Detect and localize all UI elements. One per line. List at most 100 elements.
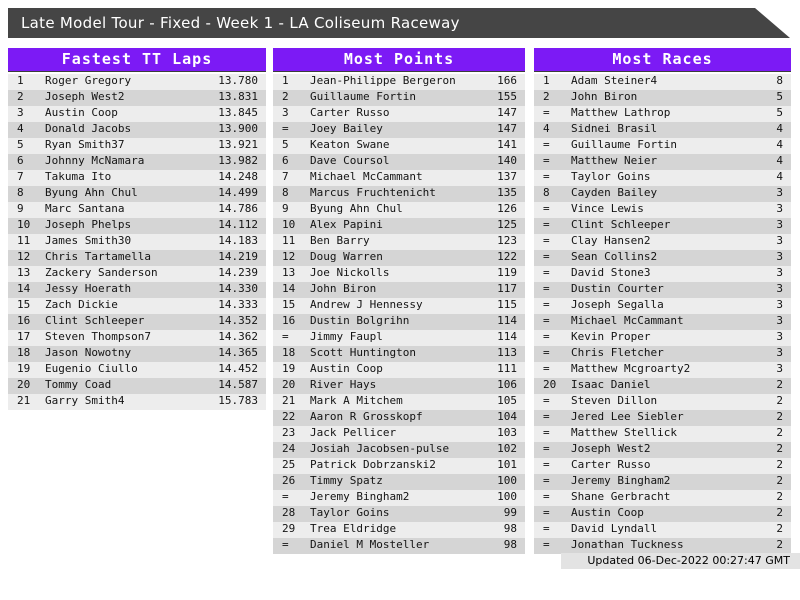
value-cell: 14.248 (218, 170, 258, 183)
value-cell: 3 (776, 202, 783, 215)
driver-name: Marcus Fruchtenicht (310, 186, 436, 199)
value-cell: 137 (497, 170, 517, 183)
table-row: 6 Dave Coursol 140 (273, 154, 525, 170)
value-cell: 14.362 (218, 330, 258, 343)
table-row: 10 Alex Papini 125 (273, 218, 525, 234)
table-row: = Austin Coop 2 (534, 506, 791, 522)
driver-name: Joey Bailey (310, 122, 383, 135)
driver-name: Eugenio Ciullo (45, 362, 138, 375)
rank-cell: = (543, 346, 550, 359)
table-row: = Taylor Goins 4 (534, 170, 791, 186)
table-row: = Guillaume Fortin 4 (534, 138, 791, 154)
value-cell: 14.330 (218, 282, 258, 295)
table-row: 22 Aaron R Grosskopf 104 (273, 410, 525, 426)
table-row: 15 Andrew J Hennessy 115 (273, 298, 525, 314)
table-row: = Sean Collins2 3 (534, 250, 791, 266)
value-cell: 2 (776, 378, 783, 391)
rank-cell: 20 (543, 378, 557, 391)
driver-name: Matthew Neier (571, 154, 658, 167)
table-row: = Jonathan Tuckness 2 (534, 538, 791, 554)
value-cell: 2 (776, 410, 783, 423)
rank-cell: = (543, 522, 550, 535)
value-cell: 3 (776, 218, 783, 231)
driver-name: Taylor Goins (310, 506, 390, 519)
driver-name: Jimmy Faupl (310, 330, 383, 343)
value-cell: 14.112 (218, 218, 258, 231)
driver-name: Matthew Mcgroarty2 (571, 362, 691, 375)
table-row: 9 Marc Santana 14.786 (8, 202, 266, 218)
value-cell: 14.352 (218, 314, 258, 327)
rank-cell: = (282, 538, 289, 551)
table-row: 20 Tommy Coad 14.587 (8, 378, 266, 394)
rank-cell: = (543, 474, 550, 487)
table-row: = Chris Fletcher 3 (534, 346, 791, 362)
table-row: 17 Steven Thompson7 14.362 (8, 330, 266, 346)
table-row: 7 Takuma Ito 14.248 (8, 170, 266, 186)
rank-cell: = (543, 234, 550, 247)
driver-name: Matthew Lathrop (571, 106, 671, 119)
rank-cell: = (543, 298, 550, 311)
value-cell: 122 (497, 250, 517, 263)
driver-name: Trea Eldridge (310, 522, 397, 535)
table-row: 16 Clint Schleeper 14.352 (8, 314, 266, 330)
table-row: = Jimmy Faupl 114 (273, 330, 525, 346)
table-row: 11 Ben Barry 123 (273, 234, 525, 250)
table-row: 3 Austin Coop 13.845 (8, 106, 266, 122)
driver-name: Carter Russo (571, 458, 651, 471)
value-cell: 126 (497, 202, 517, 215)
rank-cell: 3 (17, 106, 24, 119)
table-row: = Michael McCammant 3 (534, 314, 791, 330)
table-row: 13 Zackery Sanderson 14.239 (8, 266, 266, 282)
rank-cell: 16 (282, 314, 296, 327)
rank-cell: = (543, 330, 550, 343)
rank-cell: 21 (282, 394, 296, 407)
rank-cell: 10 (17, 218, 31, 231)
value-cell: 3 (776, 186, 783, 199)
table-row: 11 James Smith30 14.183 (8, 234, 266, 250)
value-cell: 155 (497, 90, 517, 103)
table-row: 1 Adam Steiner4 8 (534, 74, 791, 90)
driver-name: Guillaume Fortin (310, 90, 416, 103)
value-cell: 14.786 (218, 202, 258, 215)
board-header-most-races: Most Races (534, 48, 791, 72)
rank-cell: = (543, 442, 550, 455)
rank-cell: = (543, 458, 550, 471)
value-cell: 99 (503, 506, 517, 519)
table-row: 14 Jessy Hoerath 14.330 (8, 282, 266, 298)
rank-cell: 3 (282, 106, 289, 119)
table-row: = Matthew Lathrop 5 (534, 106, 791, 122)
board-most-races: Most Races 1 Adam Steiner4 8 2 John Biron 5 = M… (534, 48, 791, 554)
rank-cell: 2 (543, 90, 550, 103)
driver-name: Marc Santana (45, 202, 125, 215)
table-row: 29 Trea Eldridge 98 (273, 522, 525, 538)
table-row: 23 Jack Pellicer 103 (273, 426, 525, 442)
board-body-most-races: 1 Adam Steiner4 8 2 John Biron 5 = Matthew Lath… (534, 74, 791, 554)
driver-name: Mark A Mitchem (310, 394, 403, 407)
rank-cell: 8 (543, 186, 550, 199)
value-cell: 14.183 (218, 234, 258, 247)
table-row: 8 Marcus Fruchtenicht 135 (273, 186, 525, 202)
driver-name: Jonathan Tuckness (571, 538, 684, 551)
driver-name: Zackery Sanderson (45, 266, 158, 279)
value-cell: 13.982 (218, 154, 258, 167)
value-cell: 13.921 (218, 138, 258, 151)
value-cell: 3 (776, 266, 783, 279)
driver-name: Joseph West2 (571, 442, 651, 455)
table-row: = Joseph West2 2 (534, 442, 791, 458)
driver-name: Austin Coop (571, 506, 644, 519)
driver-name: Guillaume Fortin (571, 138, 677, 151)
rank-cell: 15 (17, 298, 31, 311)
value-cell: 2 (776, 474, 783, 487)
driver-name: Keaton Swane (310, 138, 390, 151)
value-cell: 103 (497, 426, 517, 439)
table-row: 1 Jean-Philippe Bergeron 166 (273, 74, 525, 90)
value-cell: 5 (776, 90, 783, 103)
value-cell: 114 (497, 330, 517, 343)
rank-cell: 17 (17, 330, 31, 343)
value-cell: 4 (776, 154, 783, 167)
table-row: = Clay Hansen2 3 (534, 234, 791, 250)
value-cell: 3 (776, 314, 783, 327)
driver-name: David Lyndall (571, 522, 658, 535)
driver-name: Cayden Bailey (571, 186, 658, 199)
rank-cell: 18 (282, 346, 296, 359)
